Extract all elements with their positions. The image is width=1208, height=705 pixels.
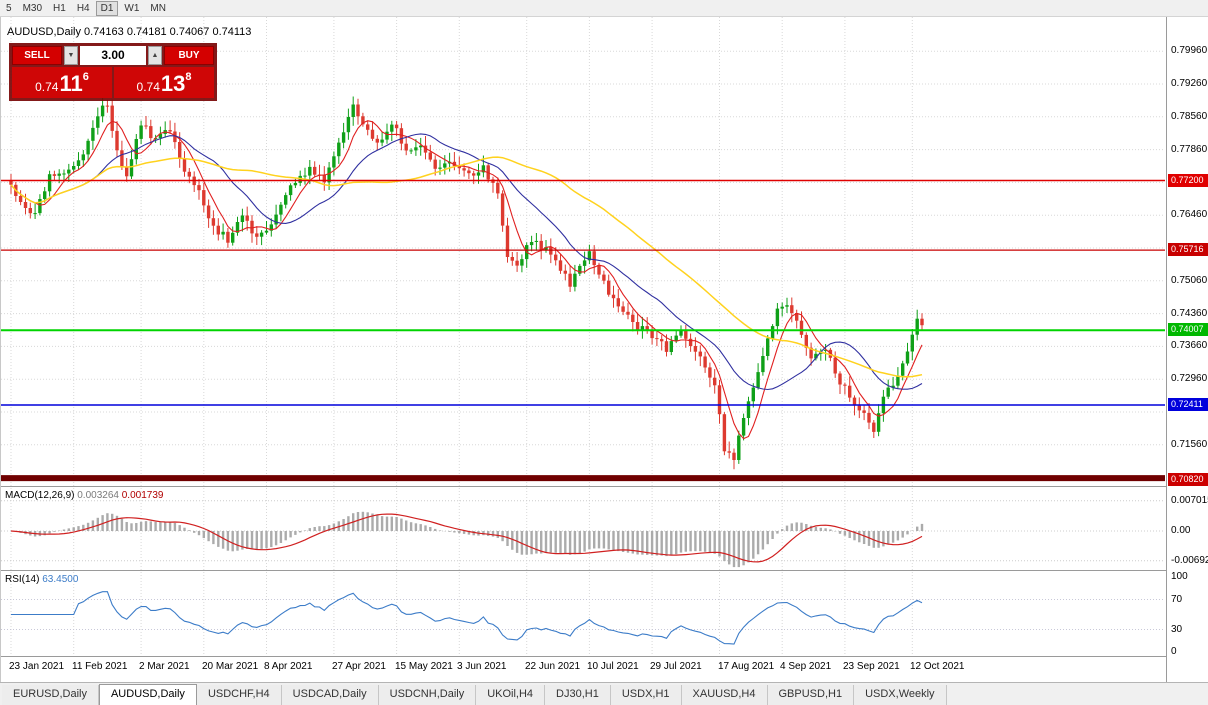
date-axis-label: 10 Jul 2021 bbox=[587, 661, 639, 672]
timeframe-toolbar: 5 M30 H1 H4 D1 W1 MN bbox=[0, 0, 1208, 17]
chart-tab-xauusd-h4[interactable]: XAUUSD,H4 bbox=[681, 685, 768, 705]
one-click-trading-widget: SELL ▼ 3.00 ▲ BUY 0.74 11 6 0.74 13 8 bbox=[9, 43, 217, 101]
rsi-value: 63.4500 bbox=[42, 574, 79, 585]
timeframe-button-h4[interactable]: H4 bbox=[71, 0, 95, 16]
ma-slow-line bbox=[10, 156, 923, 378]
price-axis-label: 0.77860 bbox=[1171, 144, 1208, 155]
date-axis-label: 2 Mar 2021 bbox=[139, 661, 190, 672]
chart-tab-eurusd-daily[interactable]: EURUSD,Daily bbox=[2, 685, 99, 705]
buy-price-big: 13 bbox=[160, 71, 186, 96]
trade-controls-row: SELL ▼ 3.00 ▲ BUY bbox=[12, 46, 214, 65]
date-axis-label: 29 Jul 2021 bbox=[650, 661, 702, 672]
timeframe-button-mn[interactable]: MN bbox=[145, 0, 171, 16]
price-level-tag: 0.75716 bbox=[1168, 243, 1208, 256]
sell-price-big: 11 bbox=[59, 71, 83, 96]
price-level-tag: 0.72411 bbox=[1168, 398, 1208, 411]
date-axis-label: 11 Feb 2021 bbox=[72, 661, 128, 672]
volume-increase-button[interactable]: ▲ bbox=[148, 46, 162, 65]
date-axis-label: 15 May 2021 bbox=[395, 661, 453, 672]
buy-price-display[interactable]: 0.74 13 8 bbox=[114, 67, 214, 98]
macd-name: MACD(12,26,9) bbox=[5, 490, 75, 501]
date-axis-label: 22 Jun 2021 bbox=[525, 661, 581, 672]
rsi-pane bbox=[1, 591, 1165, 645]
price-axis-label: 0.74360 bbox=[1171, 308, 1208, 319]
sell-button[interactable]: SELL bbox=[12, 46, 62, 65]
timeframe-button-w1[interactable]: W1 bbox=[119, 0, 145, 16]
macd-axis-label: 0.007015 bbox=[1171, 495, 1208, 506]
price-axis-label: 0.78560 bbox=[1171, 111, 1208, 122]
chart-tab-dj30-h1[interactable]: DJ30,H1 bbox=[545, 685, 611, 705]
ma-mid-line bbox=[10, 133, 923, 391]
price-axis-label: 0.76460 bbox=[1171, 209, 1208, 220]
date-axis-label: 20 Mar 2021 bbox=[202, 661, 259, 672]
price-level-tag: 0.70820 bbox=[1168, 473, 1208, 486]
chart-tab-bar: EURUSD,Daily AUDUSD,Daily USDCHF,H4 USDCAD,… bbox=[0, 682, 1208, 705]
price-axis-label: 0.73660 bbox=[1171, 340, 1208, 351]
chart-ohlc-title: AUDUSD,Daily 0.74163 0.74181 0.74067 0.7… bbox=[7, 26, 252, 38]
trade-prices-row: 0.74 11 6 0.74 13 8 bbox=[12, 67, 214, 98]
chart-tab-usdcnh-daily[interactable]: USDCNH,Daily bbox=[378, 685, 477, 705]
macd-main-value: 0.003264 bbox=[77, 490, 119, 501]
macd-indicator-label: MACD(12,26,9) 0.003264 0.001739 bbox=[5, 490, 163, 501]
price-axis-label: 0.79260 bbox=[1171, 78, 1208, 89]
timeframe-button-h1[interactable]: H1 bbox=[48, 0, 71, 16]
date-axis-label: 3 Jun 2021 bbox=[457, 661, 507, 672]
date-axis-label: 8 Apr 2021 bbox=[264, 661, 313, 672]
date-axis-label: 12 Oct 2021 bbox=[910, 661, 965, 672]
macd-signal-value: 0.001739 bbox=[121, 490, 164, 501]
macd-signal-line bbox=[10, 513, 923, 563]
chart-tab-audusd-daily[interactable]: AUDUSD,Daily bbox=[98, 684, 197, 705]
horizontal-level-lines bbox=[1, 179, 1165, 482]
date-axis-label: 23 Sep 2021 bbox=[843, 661, 900, 672]
rsi-axis-label: 0 bbox=[1171, 646, 1177, 657]
chart-tab-usdx-h1[interactable]: USDX,H1 bbox=[610, 685, 682, 705]
price-axis-label: 0.72960 bbox=[1171, 373, 1208, 384]
rsi-axis-label: 30 bbox=[1171, 624, 1183, 635]
date-axis[interactable]: 23 Jan 2021 11 Feb 2021 2 Mar 2021 20 Mar 2… bbox=[1, 657, 1166, 682]
candlestick-series bbox=[9, 96, 924, 470]
macd-pane bbox=[1, 500, 1165, 568]
price-axis-label: 0.71560 bbox=[1171, 439, 1208, 450]
buy-price-prefix: 0.74 bbox=[136, 80, 160, 94]
timeframe-button-d1[interactable]: D1 bbox=[95, 0, 119, 16]
rsi-axis-label: 100 bbox=[1171, 571, 1188, 582]
date-axis-label: 4 Sep 2021 bbox=[780, 661, 832, 672]
price-axis-label: 0.75060 bbox=[1171, 275, 1208, 286]
rsi-axis-label: 70 bbox=[1171, 594, 1183, 605]
sell-price-prefix: 0.74 bbox=[35, 80, 59, 94]
ma-fast-line bbox=[10, 120, 923, 440]
price-level-tag: 0.77200 bbox=[1168, 174, 1208, 187]
rsi-name: RSI(14) bbox=[5, 574, 40, 585]
rsi-indicator-label: RSI(14) 63.4500 bbox=[5, 574, 78, 585]
timeframe-button-m30[interactable]: M30 bbox=[17, 0, 48, 16]
price-axis-label: 0.79960 bbox=[1171, 45, 1208, 56]
sell-price-display[interactable]: 0.74 11 6 bbox=[12, 67, 112, 98]
volume-input[interactable]: 3.00 bbox=[80, 46, 146, 65]
timeframe-button-5[interactable]: 5 bbox=[1, 0, 17, 16]
buy-button[interactable]: BUY bbox=[164, 46, 214, 65]
macd-axis-label: 0.00 bbox=[1171, 525, 1191, 536]
macd-axis-label: -0.006923 bbox=[1171, 555, 1208, 566]
price-level-tag: 0.74007 bbox=[1168, 323, 1208, 336]
chart-tab-usdchf-h4[interactable]: USDCHF,H4 bbox=[196, 685, 282, 705]
chart-tab-usdx-weekly[interactable]: USDX,Weekly bbox=[854, 685, 947, 705]
chart-grid bbox=[1, 17, 1165, 656]
volume-decrease-button[interactable]: ▼ bbox=[64, 46, 78, 65]
chart-region: AUDUSD,Daily 0.74163 0.74181 0.74067 0.7… bbox=[0, 17, 1208, 682]
buy-price-sup: 8 bbox=[185, 71, 192, 83]
chart-tab-gbpusd-h1[interactable]: GBPUSD,H1 bbox=[767, 685, 855, 705]
date-axis-label: 17 Aug 2021 bbox=[718, 661, 775, 672]
chart-tab-ukoil-h4[interactable]: UKOil,H4 bbox=[476, 685, 546, 705]
rsi-line bbox=[11, 591, 923, 645]
price-axis[interactable]: 0.79960 0.79260 0.78560 0.77860 0.76460 0.750… bbox=[1166, 17, 1208, 682]
chart-canvas[interactable] bbox=[1, 17, 1166, 657]
sell-price-sup: 6 bbox=[82, 71, 89, 83]
date-axis-label: 23 Jan 2021 bbox=[9, 661, 65, 672]
date-axis-label: 27 Apr 2021 bbox=[332, 661, 386, 672]
chart-tab-usdcad-daily[interactable]: USDCAD,Daily bbox=[281, 685, 379, 705]
